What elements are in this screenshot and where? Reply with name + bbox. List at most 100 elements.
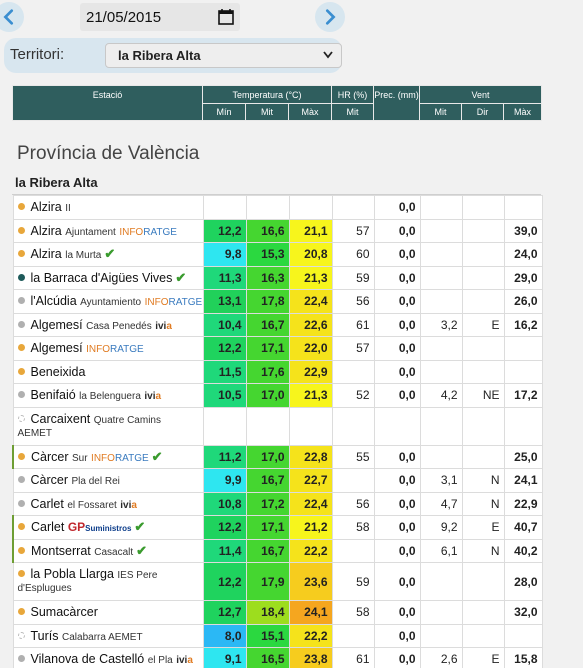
temp-min-cell: 12,2 xyxy=(202,218,247,243)
table-row[interactable]: Montserrat Casacalt ✔ 11,4 16,7 22,2 0,0 6,1 N 4… xyxy=(12,538,543,563)
temp-min-cell: 12,2 xyxy=(202,562,247,601)
station-name: Algemesí xyxy=(30,317,83,332)
station-name-cell[interactable]: Algemesí Casa Penedés ivia xyxy=(12,312,204,337)
previous-day-button[interactable] xyxy=(0,2,24,32)
precipitation-cell: 0,0 xyxy=(373,383,421,408)
table-row[interactable]: Carlet GPSuministros ✔ 12,2 17,1 21,2 58 0,0 9,… xyxy=(12,515,543,540)
wind-dir-cell xyxy=(461,265,505,290)
humidity-cell: 59 xyxy=(331,265,375,290)
temp-max-cell: 22,6 xyxy=(288,312,333,337)
date-input[interactable]: 21/05/2015 xyxy=(80,3,240,31)
temp-mit-cell: 16,5 xyxy=(245,647,290,668)
wind-dir-cell: E xyxy=(461,312,505,337)
wind-dir-cell: NE xyxy=(461,383,505,408)
station-name-cell[interactable]: Montserrat Casacalt ✔ xyxy=(12,538,204,563)
station-name-cell[interactable]: Carlet GPSuministros ✔ xyxy=(12,515,204,540)
verified-check-icon: ✔ xyxy=(151,448,163,464)
station-name-cell[interactable]: Vilanova de Castelló el Pla ivia xyxy=(12,647,204,668)
temp-mit-cell: 17,1 xyxy=(245,336,290,361)
station-name: l'Alcúdia xyxy=(30,294,77,309)
station-name-cell[interactable]: la Barraca d'Aigües Vives ✔ xyxy=(12,265,204,290)
humidity-cell: 57 xyxy=(331,336,375,361)
station-name: Carlet xyxy=(30,496,64,511)
wind-dir-cell xyxy=(461,600,505,625)
table-row[interactable]: Alzira la Murta ✔ 9,8 15,3 20,8 60 0,0 24,0 xyxy=(12,242,543,267)
station-name-cell[interactable]: Algemesí INFORATGE xyxy=(12,336,204,361)
wind-max-cell xyxy=(503,406,543,446)
station-name-cell[interactable]: Beneixida xyxy=(12,359,204,384)
calendar-icon[interactable] xyxy=(218,8,234,25)
header-vent-max: Màx xyxy=(503,103,542,121)
humidity-cell: 57 xyxy=(331,218,375,243)
header-estacio: Estació xyxy=(12,85,203,121)
humidity-cell xyxy=(331,538,375,563)
wind-max-cell: 26,0 xyxy=(503,289,543,314)
station-sublabel-line2: d'Esplugues xyxy=(17,583,72,594)
table-row[interactable]: Alzira Ajuntament INFORATGE 12,2 16,6 21,1 5… xyxy=(12,218,543,243)
station-name: Alzira xyxy=(30,247,62,262)
table-row[interactable]: Turís Calabarra AEMET 8,0 15,1 22,2 0,0 xyxy=(12,623,543,648)
table-row[interactable]: Vilanova de Castelló el Pla ivia 9,1 16,5 2… xyxy=(12,647,543,668)
humidity-cell: 58 xyxy=(331,600,375,625)
verified-check-icon: ✔ xyxy=(175,269,187,285)
table-header: Estació Temperatura (°C) HR (%) Prec. (m… xyxy=(12,85,542,121)
header-temperatura: Temperatura (°C) xyxy=(202,85,332,104)
wind-dir-cell xyxy=(461,195,505,220)
table-row[interactable]: la Pobla Llarga IES Pere d'Esplugues 12,2 1… xyxy=(12,562,543,601)
territory-select[interactable]: la Ribera Alta xyxy=(105,43,342,68)
station-dot-icon xyxy=(17,297,25,305)
station-sublabel: Calabarra AEMET xyxy=(62,631,143,643)
station-name-cell[interactable]: Alzira la Murta ✔ xyxy=(12,242,204,267)
temp-max-cell: 22,7 xyxy=(288,468,333,493)
station-name-cell[interactable]: Alzira II xyxy=(12,195,204,220)
temp-max-cell: 22,4 xyxy=(288,289,333,314)
precipitation-cell: 0,0 xyxy=(373,468,421,493)
station-name-cell[interactable]: Carlet el Fossaret ivia xyxy=(12,491,204,516)
station-name-cell[interactable]: Sumacàrcer xyxy=(12,600,204,625)
station-name-cell[interactable]: Alzira Ajuntament INFORATGE xyxy=(12,218,204,243)
wind-dir-cell: N xyxy=(461,538,505,563)
station-dot-icon xyxy=(17,273,25,281)
wind-dir-cell: N xyxy=(461,468,505,493)
station-name-cell[interactable]: l'Alcúdia Ayuntamiento INFORATGE xyxy=(12,289,204,314)
station-name: Benifaió xyxy=(30,388,76,403)
table-row[interactable]: Algemesí Casa Penedés ivia 10,4 16,7 22,6 61… xyxy=(12,312,543,337)
inforatge-logo: INFORATGE xyxy=(119,226,177,238)
table-row[interactable]: Carcaixent Quatre Camins AEMET xyxy=(12,406,543,446)
table-row[interactable]: l'Alcúdia Ayuntamiento INFORATGE 13,1 17,8… xyxy=(12,289,543,314)
temp-mit-cell: 17,2 xyxy=(245,491,290,516)
station-name-cell[interactable]: Càrcer Pla del Rei xyxy=(12,468,204,493)
station-name-cell[interactable]: Benifaió la Belenguera ivia xyxy=(12,383,204,408)
table-row[interactable]: la Barraca d'Aigües Vives ✔ 11,3 16,3 21,3 59… xyxy=(12,265,543,290)
territory-selected-value: la Ribera Alta xyxy=(118,48,201,63)
wind-dir-cell xyxy=(461,218,505,243)
precipitation-cell: 0,0 xyxy=(373,444,421,469)
wind-mit-cell xyxy=(419,242,463,267)
station-dot-icon xyxy=(17,250,25,258)
table-row[interactable]: Càrcer Pla del Rei 9,9 16,7 22,7 0,0 3,1 N 24,1 xyxy=(12,468,543,493)
station-name-cell[interactable]: la Pobla Llarga IES Pere d'Esplugues xyxy=(12,562,204,601)
table-row[interactable]: Sumacàrcer 12,7 18,4 24,1 58 0,0 32,0 xyxy=(12,600,543,625)
next-day-button[interactable] xyxy=(315,2,345,32)
temp-min-cell: 11,2 xyxy=(202,444,247,469)
table-row[interactable]: Carlet el Fossaret ivia 10,8 17,2 22,4 56 0,0… xyxy=(12,491,543,516)
temp-max-cell: 24,1 xyxy=(288,600,333,625)
table-row[interactable]: Beneixida 11,5 17,6 22,9 0,0 xyxy=(12,359,543,384)
station-name-cell[interactable]: Càrcer Sur INFORATGE ✔ xyxy=(12,444,204,469)
province-title: Província de València xyxy=(17,143,200,164)
table-row[interactable]: Alzira II 0,0 xyxy=(12,195,543,220)
humidity-cell: 55 xyxy=(331,444,375,469)
chevron-right-icon xyxy=(325,9,336,25)
temp-mit-cell: 17,1 xyxy=(245,515,290,540)
table-row[interactable]: Benifaió la Belenguera ivia 10,5 17,0 21,3 5… xyxy=(12,383,543,408)
header-vent: Vent xyxy=(419,85,542,104)
station-name-cell[interactable]: Carcaixent Quatre Camins AEMET xyxy=(12,406,204,446)
wind-mit-cell xyxy=(419,562,463,601)
temp-min-cell: 9,1 xyxy=(202,647,247,668)
table-row[interactable]: Càrcer Sur INFORATGE ✔ 11,2 17,0 22,8 55 0,0 25… xyxy=(12,444,543,469)
table-row[interactable]: Algemesí INFORATGE 12,2 17,1 22,0 57 0,0 xyxy=(12,336,543,361)
humidity-cell xyxy=(331,359,375,384)
humidity-cell: 61 xyxy=(331,312,375,337)
station-name-cell[interactable]: Turís Calabarra AEMET xyxy=(12,623,204,648)
wind-dir-cell xyxy=(461,336,505,361)
